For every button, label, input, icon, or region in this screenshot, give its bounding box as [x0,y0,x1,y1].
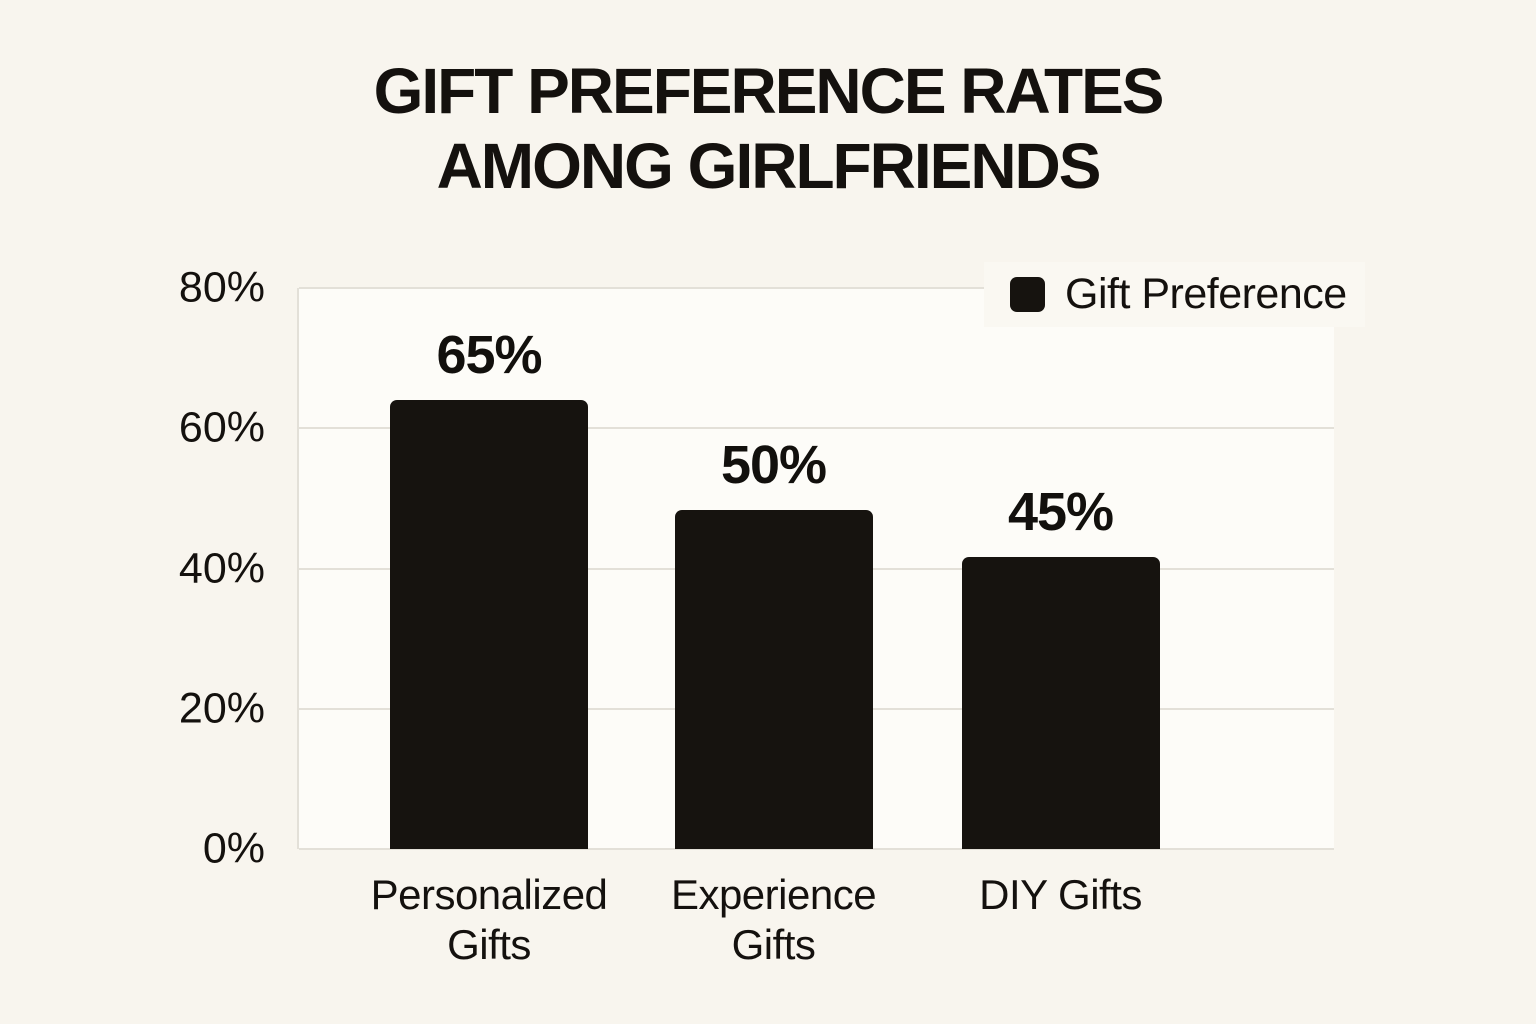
gridline [299,427,1334,430]
y-axis-tick-label: 60% [178,403,265,452]
x-category-label: Personalized Gifts [370,871,608,969]
chart-title: GIFT PREFERENCE RATES AMONG GIRLFRIENDS [0,54,1536,204]
y-axis-tick-label: 0% [202,824,265,873]
bar [674,510,873,849]
legend-swatch-icon [1010,277,1045,312]
y-axis-tick-label: 40% [178,544,265,592]
gridline [299,848,1334,850]
legend: Gift Preference [984,262,1365,327]
plot-area: 0% 20% 40% 60% 80% 65% Personalized Gifts 50% Ex… [179,264,1334,968]
x-category-label: DIY Gifts [979,871,1142,918]
legend-label: Gift Preference [1065,270,1347,318]
bar-value-label: 65% [436,325,542,386]
y-axis-tick-label: 80% [178,263,265,312]
chart-title-line-1: GIFT PREFERENCE RATES [373,55,1165,127]
y-axis-tick-label: 20% [178,684,265,733]
x-category-label: Experience Gifts [670,871,877,969]
gridline [299,287,1334,289]
bar [390,400,588,849]
bar [961,557,1160,849]
chart-title-line-2: AMONG GIRLFRIENDS [436,129,1102,202]
bar-value-label: 45% [1007,482,1114,543]
bar-value-label: 50% [720,435,827,496]
